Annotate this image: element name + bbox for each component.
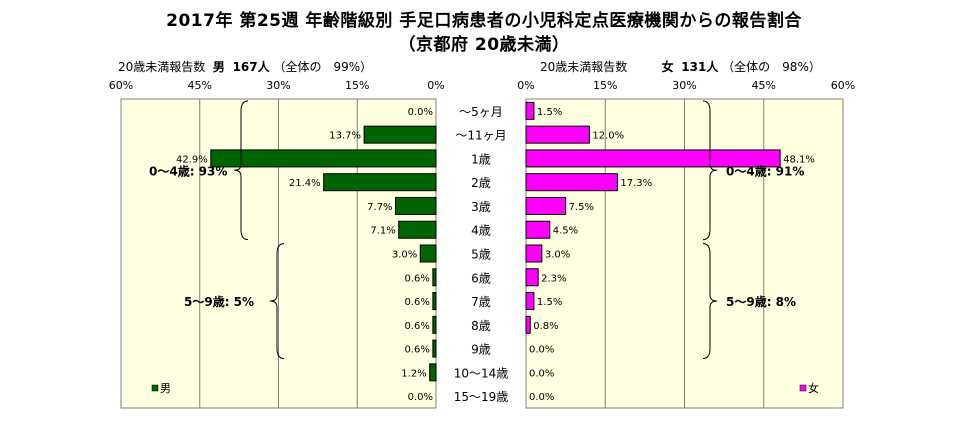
category-label: 6歳 xyxy=(471,271,491,285)
header-right: 20歳未満報告数 女 131人 （全体の 98%） xyxy=(540,58,821,75)
bar-female xyxy=(525,292,535,311)
tick-label-right: 0% xyxy=(517,79,534,92)
data-label-female: 2.3% xyxy=(541,273,566,284)
category-label: 7歳 xyxy=(471,295,491,309)
tick-label-right: 30% xyxy=(672,79,696,92)
data-label-male: 1.2% xyxy=(401,368,426,379)
category-label: 10～14歳 xyxy=(454,366,509,380)
data-label-male: 0.0% xyxy=(408,107,433,118)
brace-right-5-9 xyxy=(702,243,718,359)
header-left: 20歳未満報告数 男 167人 （全体の 99%） xyxy=(118,58,372,75)
category-label: 3歳 xyxy=(471,200,491,214)
bar-male xyxy=(432,315,437,334)
data-label-male: 21.4% xyxy=(289,178,321,189)
chart-title: 2017年 第25週 年齢階級別 手足口病患者の小児科定点医療機関からの報告割合 xyxy=(166,11,802,31)
header-right-count: 131人 xyxy=(681,60,719,74)
category-label: 8歳 xyxy=(471,319,491,333)
data-label-female: 0.0% xyxy=(529,345,554,356)
bar-female xyxy=(525,149,781,168)
bar-male xyxy=(210,149,437,168)
bar-female xyxy=(525,173,618,192)
bar-male xyxy=(432,268,437,287)
tick-label-right: 45% xyxy=(752,79,776,92)
brace-right-0-4 xyxy=(702,100,718,241)
data-label-female: 0.0% xyxy=(529,392,554,403)
data-label-female: 7.5% xyxy=(569,202,594,213)
legend-label-female: 女 xyxy=(808,381,819,395)
data-label-female: 48.1% xyxy=(783,154,815,165)
data-label-male: 0.0% xyxy=(408,392,433,403)
header-right-note: （全体の 98%） xyxy=(722,60,821,74)
tick-label-left: 30% xyxy=(266,79,290,92)
data-label-female: 1.5% xyxy=(537,107,562,118)
bar-male xyxy=(363,125,437,144)
bar-male xyxy=(429,363,437,382)
tick-label-right: 15% xyxy=(593,79,617,92)
data-label-male: 0.6% xyxy=(404,345,429,356)
group-label-left-5-9: 5～9歳: 5% xyxy=(184,294,254,309)
data-label-female: 0.0% xyxy=(529,368,554,379)
data-label-male: 0.6% xyxy=(404,321,429,332)
group-label-right-0-4: 0～4歳: 91% xyxy=(726,163,804,178)
data-label-female: 17.3% xyxy=(620,178,652,189)
bar-female xyxy=(525,315,531,334)
tick-label-left: 45% xyxy=(188,79,212,92)
bar-female xyxy=(525,125,590,144)
data-label-female: 4.5% xyxy=(553,226,578,237)
data-label-female: 1.5% xyxy=(537,297,562,308)
brace-left-5-9 xyxy=(269,243,285,359)
legend-swatch-female xyxy=(799,384,807,392)
data-label-female: 0.8% xyxy=(533,321,558,332)
header-left-prefix: 20歳未満報告数 xyxy=(118,60,206,74)
data-label-male: 0.6% xyxy=(404,297,429,308)
category-label: ～5ヶ月 xyxy=(459,105,503,119)
header-left-count: 167人 xyxy=(232,60,270,74)
bar-male xyxy=(432,292,437,311)
category-label: ～11ヶ月 xyxy=(455,129,506,143)
bar-female xyxy=(525,244,543,263)
legend-label-male: 男 xyxy=(160,382,171,395)
data-label-female: 3.0% xyxy=(545,250,570,261)
data-label-male: 7.7% xyxy=(367,202,392,213)
group-label-left-0-4: 0～4歳: 93% xyxy=(149,163,227,178)
data-label-male: 3.0% xyxy=(392,250,417,261)
bar-male xyxy=(398,220,437,239)
category-label: 2歳 xyxy=(471,176,491,190)
bar-male xyxy=(432,339,437,358)
data-label-male: 7.1% xyxy=(370,226,395,237)
bar-female xyxy=(525,268,539,287)
bar-male xyxy=(323,173,437,192)
tick-label-left: 15% xyxy=(345,79,369,92)
brace-left-0-4 xyxy=(233,100,249,241)
bar-male xyxy=(419,244,437,263)
data-label-female: 12.0% xyxy=(592,131,624,142)
tick-label-left: 60% xyxy=(109,79,133,92)
header-right-sex: 女 xyxy=(661,60,674,74)
data-label-male: 42.9% xyxy=(176,154,208,165)
category-label: 15～19歳 xyxy=(454,390,509,404)
tick-label-right: 60% xyxy=(831,79,855,92)
header-left-note: （全体の 99%） xyxy=(273,60,373,74)
category-label: 1歳 xyxy=(471,152,491,166)
legend-swatch-male xyxy=(151,384,159,392)
category-label: 5歳 xyxy=(471,248,491,262)
bar-female xyxy=(525,196,567,215)
bar-male xyxy=(395,196,437,215)
group-label-right-5-9: 5～9歳: 8% xyxy=(726,294,796,309)
bar-female xyxy=(525,101,535,120)
data-label-male: 13.7% xyxy=(329,131,361,142)
category-label: 4歳 xyxy=(471,224,491,238)
header-left-sex: 男 xyxy=(212,60,225,74)
chart-subtitle: （京都府 20歳未満） xyxy=(398,35,570,55)
bar-female xyxy=(525,220,551,239)
tick-label-left: 0% xyxy=(427,79,444,92)
category-label: 9歳 xyxy=(471,343,491,357)
data-label-male: 0.6% xyxy=(404,273,429,284)
header-right-prefix: 20歳未満報告数 xyxy=(540,60,628,74)
